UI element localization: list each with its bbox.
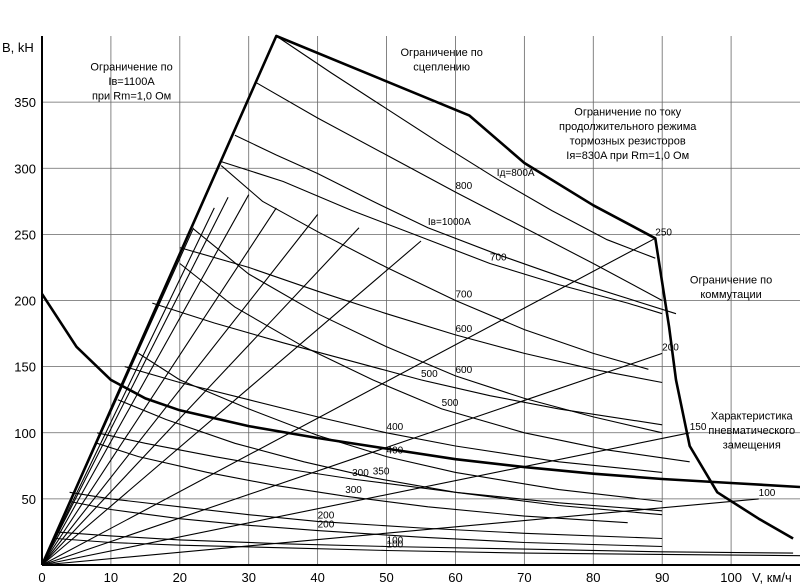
brake-current-curve-label: 100 (387, 535, 404, 546)
field-line-label: 200 (662, 342, 679, 353)
annotation-text: пневматического (708, 425, 795, 437)
current-curve (234, 134, 677, 315)
curve-labels: 250 200 150 100 Iв=1000А 800 700 600 500 400 350 30… (318, 168, 776, 551)
x-tick-label: 90 (655, 570, 669, 585)
current-curve-label: 350 (373, 467, 390, 478)
annotation-text: Iя=830A при Rm=1,0 Ом (566, 150, 689, 162)
current-curve (138, 352, 663, 503)
annotation-text: Ограничение по (690, 274, 772, 286)
pneumatic-line (40, 293, 800, 489)
envelope-line (40, 34, 794, 566)
brake-current-curve-label: 300 (352, 468, 369, 479)
y-axis-label: B, kH (2, 40, 34, 55)
current-curve (69, 500, 663, 548)
annotation-text: Характеристика (711, 411, 794, 423)
brake-current-curve-label: 600 (455, 324, 472, 335)
envelope (40, 34, 800, 566)
x-tick-label: 40 (310, 570, 324, 585)
current-curve-label: 800 (455, 181, 472, 192)
annotations: Ограничение по Iв=1100A при Rm=1,0 Ом Огран… (90, 47, 795, 452)
field-line (41, 237, 656, 566)
brake-current-curve-label: Iд=800А (497, 168, 535, 179)
annotation-text: сцеплению (413, 61, 470, 73)
current-curve-label: 600 (455, 365, 472, 376)
current-curve (193, 228, 663, 434)
grid (42, 36, 800, 565)
current-curve (96, 442, 628, 524)
x-tick-label: 0 (38, 570, 45, 585)
y-tick-label: 350 (14, 95, 36, 110)
current-curve-label: Iв=1000А (428, 217, 471, 228)
x-tick-label: 30 (241, 570, 255, 585)
x-tick-label: 60 (448, 570, 462, 585)
x-tick-label: 100 (720, 570, 742, 585)
brake-current-curve (275, 35, 656, 259)
x-axis-label: V, км/ч (752, 570, 792, 585)
annotation-text: Ограничение по (90, 61, 172, 73)
brake-current-curve (96, 432, 663, 512)
current-curve (55, 537, 800, 557)
brake-current-curve-label: 400 (387, 422, 404, 433)
current-curve-label: 400 (387, 446, 404, 457)
x-tick-label: 20 (173, 570, 187, 585)
x-tick-label: 50 (379, 570, 393, 585)
field-line (41, 227, 360, 566)
annotation-text: тормозных резисторов (570, 135, 686, 147)
current-curve-label: 700 (455, 290, 472, 301)
axes (41, 36, 800, 566)
y-tick-label: 50 (22, 492, 36, 507)
annotation-text: Ограничение по току (574, 106, 681, 118)
field-line (41, 197, 229, 566)
brake-current-curve-label: 500 (421, 369, 438, 380)
brake-current-curve-label: 200 (318, 510, 335, 521)
current-curve-label: 500 (442, 398, 459, 409)
brake-current-curve-label: 700 (490, 252, 507, 263)
annotation-text: Iв=1100A (108, 76, 155, 88)
field-line (41, 352, 663, 566)
brake-current-curve (124, 366, 663, 473)
y-tick-label: 150 (14, 360, 36, 375)
brake-current-curve (69, 491, 663, 540)
field-line-label: 150 (690, 422, 707, 433)
y-tick-label: 250 (14, 227, 36, 242)
brake-current-curve (179, 247, 663, 384)
current-curve-label: 300 (345, 485, 362, 496)
current-curve (117, 399, 663, 516)
current-curve (255, 81, 663, 301)
ticks: 0 10 20 30 40 50 60 70 80 90 100 50 100 150 200 250 300 3… (14, 95, 742, 585)
x-tick-label: 70 (517, 570, 531, 585)
field-line-label: 100 (759, 488, 776, 499)
x-tick-label: 10 (104, 570, 118, 585)
field-line (41, 498, 759, 566)
x-tick-label: 80 (586, 570, 600, 585)
annotation-text: Ограничение по (401, 47, 483, 59)
brake-current-curve (55, 531, 794, 554)
y-tick-label: 100 (14, 426, 36, 441)
current-curve-label: 200 (318, 520, 335, 531)
field-line (41, 240, 422, 566)
brake-current-curve (152, 302, 663, 426)
y-tick-label: 300 (14, 161, 36, 176)
field-line (41, 214, 319, 566)
annotation-text: коммутации (700, 289, 761, 301)
annotation-text: продолжительного режима (559, 121, 697, 133)
field-line-label: 250 (655, 227, 672, 238)
brake-current-curve (221, 161, 663, 315)
y-tick-label: 200 (14, 294, 36, 309)
current-curve-label: 100 (387, 539, 404, 550)
annotation-text: при Rm=1,0 Ом (92, 90, 171, 102)
current-curve (179, 263, 690, 463)
annotation-text: замещения (723, 440, 781, 452)
field-line (41, 207, 277, 566)
current-curve (220, 165, 649, 370)
